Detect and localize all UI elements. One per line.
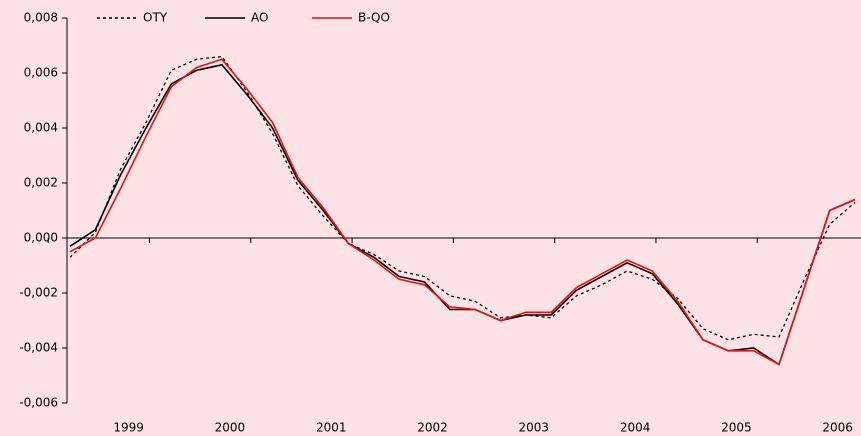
x-tick-label: 2005 — [721, 421, 752, 435]
y-tick-label: -0,006 — [19, 396, 58, 410]
series-line — [69, 63, 856, 366]
y-tick-label: 0,006 — [24, 66, 58, 80]
y-tick-label: 0,004 — [24, 121, 58, 135]
legend-label: B-QO — [358, 11, 390, 25]
x-tick-label: 1999 — [113, 421, 144, 435]
series-line — [69, 58, 856, 366]
y-tick-label: 0,002 — [24, 176, 58, 190]
x-tick-label: 2000 — [215, 421, 246, 435]
y-tick-label: 0,000 — [24, 231, 58, 245]
x-tick-label: 2003 — [519, 421, 550, 435]
series-line — [69, 55, 856, 341]
y-tick-label: -0,004 — [19, 341, 58, 355]
y-tick-label: -0,002 — [19, 286, 58, 300]
x-tick-label: 2002 — [417, 421, 448, 435]
x-tick-label: 2001 — [316, 421, 347, 435]
legend-label: OTY — [143, 11, 168, 25]
x-tick-label: 2004 — [620, 421, 651, 435]
y-tick-label: 0,008 — [24, 11, 58, 25]
x-tick-label: 2006 — [822, 421, 853, 435]
legend-label: AO — [251, 11, 268, 25]
